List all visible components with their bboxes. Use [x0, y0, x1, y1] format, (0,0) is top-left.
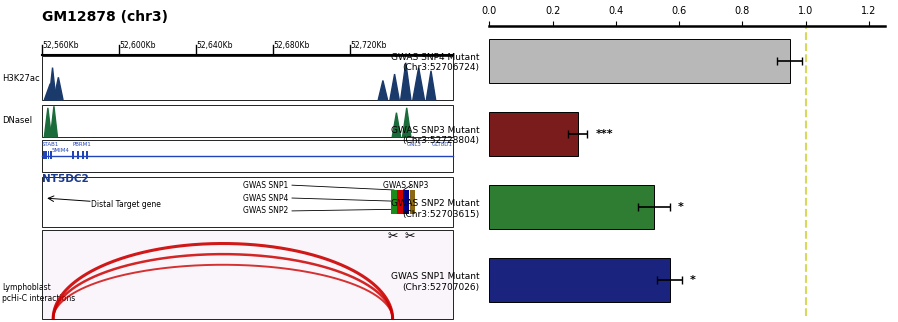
Bar — [403, 190, 409, 214]
Text: Distal Target gene: Distal Target gene — [91, 200, 161, 209]
Bar — [42, 230, 89, 319]
Polygon shape — [378, 80, 388, 100]
Bar — [409, 190, 415, 214]
Bar — [489, 112, 578, 156]
Bar — [369, 105, 453, 137]
Polygon shape — [413, 68, 425, 100]
Polygon shape — [44, 84, 56, 100]
Text: ***: *** — [595, 129, 613, 139]
Bar — [48, 151, 49, 159]
Text: GNL3: GNL3 — [406, 142, 421, 147]
Bar — [489, 39, 789, 83]
Text: GLT8D1: GLT8D1 — [432, 142, 453, 147]
Text: *: * — [691, 275, 696, 285]
Text: H3K27ac: H3K27ac — [3, 74, 40, 82]
Bar — [42, 177, 89, 227]
Bar — [42, 56, 89, 100]
Polygon shape — [401, 63, 411, 100]
Polygon shape — [402, 108, 411, 137]
Bar — [369, 177, 453, 227]
Text: GWAS SNP3: GWAS SNP3 — [383, 181, 428, 190]
Text: 52,720Kb: 52,720Kb — [350, 41, 387, 50]
Text: NT5DC2: NT5DC2 — [42, 174, 89, 184]
Bar — [42, 140, 89, 172]
Bar — [42, 105, 89, 137]
Text: GWAS SNP2: GWAS SNP2 — [242, 206, 288, 215]
Text: 5MIM4: 5MIM4 — [51, 148, 69, 153]
Text: ✂: ✂ — [387, 230, 398, 243]
Bar — [42, 105, 453, 137]
Polygon shape — [49, 68, 56, 100]
Polygon shape — [50, 106, 57, 137]
Polygon shape — [392, 113, 401, 137]
Bar — [50, 151, 52, 159]
Bar — [77, 151, 79, 159]
Text: GWAS SNP4: GWAS SNP4 — [242, 194, 288, 203]
Text: Lymphoblast
pcHi-C interactions: Lymphoblast pcHi-C interactions — [3, 283, 75, 303]
Bar — [42, 230, 453, 319]
Polygon shape — [427, 71, 436, 100]
Text: ✂: ✂ — [405, 230, 415, 243]
Text: *: * — [677, 202, 683, 212]
Bar — [73, 151, 75, 159]
Polygon shape — [44, 108, 51, 137]
Bar — [86, 151, 88, 159]
Text: 52,600Kb: 52,600Kb — [119, 41, 155, 50]
Bar — [369, 230, 453, 319]
Text: DNaseI: DNaseI — [3, 116, 32, 125]
Text: 52,680Kb: 52,680Kb — [273, 41, 310, 50]
Text: 52,560Kb: 52,560Kb — [42, 41, 78, 50]
Bar — [489, 259, 670, 302]
Bar — [369, 56, 453, 100]
Text: PBRM1: PBRM1 — [73, 142, 91, 147]
Text: GM12878 (chr3): GM12878 (chr3) — [42, 10, 168, 24]
Bar — [43, 151, 45, 159]
Bar — [42, 177, 453, 227]
Bar — [392, 190, 397, 214]
Text: GWAS SNP1: GWAS SNP1 — [242, 181, 288, 190]
Text: STAB1: STAB1 — [42, 142, 59, 147]
Polygon shape — [54, 77, 63, 100]
Bar — [489, 185, 654, 229]
Bar — [45, 151, 48, 159]
Bar — [42, 140, 453, 172]
Text: 52,640Kb: 52,640Kb — [196, 41, 233, 50]
Bar — [398, 190, 403, 214]
Polygon shape — [390, 74, 400, 100]
Bar — [369, 140, 453, 172]
Bar — [42, 56, 453, 100]
Bar — [82, 151, 84, 159]
